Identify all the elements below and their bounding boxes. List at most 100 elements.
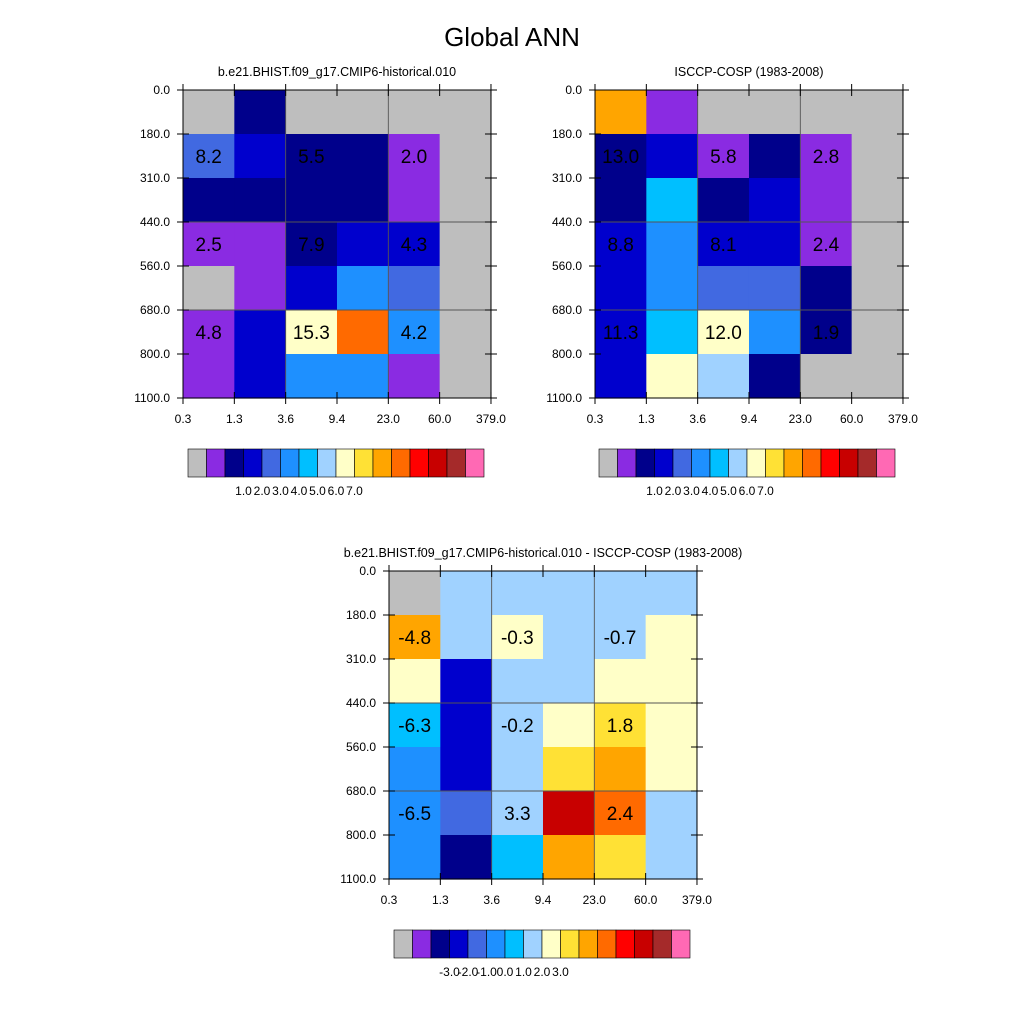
- heatmap-cell: [440, 615, 493, 660]
- colorbar-swatch: [391, 448, 411, 478]
- heatmap-cell: [595, 222, 647, 267]
- colorbar-swatch: [857, 448, 877, 478]
- heatmap-cell: [800, 222, 853, 267]
- colorbar-swatch: [634, 929, 654, 959]
- colorbar-swatch: [654, 448, 674, 478]
- panel-title: b.e21.BHIST.f09_g17.CMIP6-historical.010…: [344, 546, 743, 560]
- heatmap-cell: [491, 703, 544, 748]
- heatmap-cell: [439, 310, 492, 355]
- y-tick-label: 800.0: [346, 828, 376, 842]
- y-tick-label: 440.0: [140, 215, 170, 229]
- heatmap-cell: [851, 266, 904, 311]
- y-tick-label: 680.0: [552, 303, 582, 317]
- heatmap-cell: [234, 178, 287, 223]
- colorbar-swatch: [206, 448, 226, 478]
- x-tick-label: 379.0: [476, 412, 506, 426]
- heatmap-cell: [439, 178, 492, 223]
- colorbar-swatch: [187, 448, 207, 478]
- heatmap-cell: [646, 222, 699, 267]
- cell-value-label: 2.4: [813, 235, 840, 256]
- heatmap-cell: [491, 835, 544, 880]
- colorbar-tick-label: 5.0: [309, 484, 326, 498]
- heatmap-cell: [645, 703, 698, 748]
- colorbar-swatch: [430, 929, 450, 959]
- heatmap-cell: [800, 354, 853, 399]
- y-tick-label: 310.0: [552, 171, 582, 185]
- heatmap-cell: [183, 266, 235, 311]
- y-tick-label: 440.0: [346, 696, 376, 710]
- heatmap-cell: [440, 835, 493, 880]
- colorbar-swatch: [839, 448, 859, 478]
- y-tick-label: 680.0: [140, 303, 170, 317]
- heatmap-cell: [389, 747, 441, 792]
- panel-title: ISCCP-COSP (1983-2008): [674, 65, 823, 79]
- cell-value-label: -6.3: [398, 716, 431, 737]
- colorbar-swatch: [709, 448, 729, 478]
- colorbar-tick-label: 3.0: [272, 484, 289, 498]
- heatmap-cell: [594, 659, 647, 704]
- heatmap-cell: [748, 266, 801, 311]
- heatmap-cell: [646, 90, 699, 135]
- heatmap-cell: [542, 659, 595, 704]
- heatmap-cell: [595, 354, 647, 399]
- heatmap-cell: [183, 310, 235, 355]
- heatmap-cell: [285, 222, 338, 267]
- cell-value-label: -4.8: [398, 628, 431, 649]
- colorbar-tick-label: 6.0: [739, 484, 756, 498]
- x-tick-label: 23.0: [583, 893, 607, 907]
- cell-value-label: 2.5: [195, 235, 221, 256]
- colorbar-tick-label: 2.0: [665, 484, 682, 498]
- colorbar-swatch: [635, 448, 655, 478]
- heatmap-cell: [389, 791, 441, 836]
- heatmap-cell: [336, 90, 389, 135]
- heatmap-cell: [389, 615, 441, 660]
- colorbar-tick-label: 1.0: [235, 484, 252, 498]
- heatmap-cell: [234, 310, 287, 355]
- colorbar-tick-label: 7.0: [346, 484, 363, 498]
- y-tick-label: 680.0: [346, 784, 376, 798]
- cell-value-label: 8.2: [195, 147, 221, 168]
- heatmap-cell: [594, 615, 647, 660]
- cell-value-label: 5.8: [710, 147, 736, 168]
- cell-value-label: 8.8: [607, 235, 633, 256]
- colorbar-swatch: [298, 448, 318, 478]
- x-tick-label: 60.0: [428, 412, 452, 426]
- y-tick-label: 0.0: [359, 564, 376, 578]
- heatmap-cell: [234, 90, 287, 135]
- colorbar-swatch: [243, 448, 263, 478]
- heatmap-cell: [646, 354, 699, 399]
- colorbar-swatch: [615, 929, 635, 959]
- y-tick-label: 180.0: [140, 127, 170, 141]
- x-tick-label: 3.6: [689, 412, 706, 426]
- heatmap-cell: [851, 354, 904, 399]
- cell-value-label: 4.2: [401, 323, 427, 344]
- colorbar-swatch: [412, 929, 432, 959]
- colorbar-tick-label: 3.0: [683, 484, 700, 498]
- heatmap-cell: [595, 310, 647, 355]
- heatmap-cell: [645, 791, 698, 836]
- y-tick-label: 1100.0: [340, 872, 376, 886]
- heatmap-cell: [389, 659, 441, 704]
- heatmap-cell: [542, 835, 595, 880]
- heatmap-cell: [388, 354, 441, 399]
- heatmap-cell: [595, 134, 647, 179]
- heatmap-cell: [491, 659, 544, 704]
- heatmap-cell: [491, 747, 544, 792]
- heatmap-cell: [336, 354, 389, 399]
- heatmap-cell: [336, 310, 389, 355]
- x-tick-label: 0.3: [175, 412, 192, 426]
- x-tick-label: 9.4: [741, 412, 758, 426]
- colorbar-tick-label: 4.0: [702, 484, 719, 498]
- colorbar-swatch: [598, 448, 618, 478]
- y-tick-label: 310.0: [140, 171, 170, 185]
- heatmap-cell: [646, 178, 699, 223]
- heatmap-cell: [234, 222, 287, 267]
- cell-value-label: -0.3: [501, 628, 534, 649]
- heatmap-cell: [800, 134, 853, 179]
- heatmap-cell: [285, 178, 338, 223]
- x-tick-label: 379.0: [888, 412, 918, 426]
- heatmap-cell: [542, 791, 595, 836]
- heatmap-cell: [645, 571, 698, 616]
- colorbar-swatch: [728, 448, 748, 478]
- colorbar-tick-label: -3.0: [439, 965, 460, 979]
